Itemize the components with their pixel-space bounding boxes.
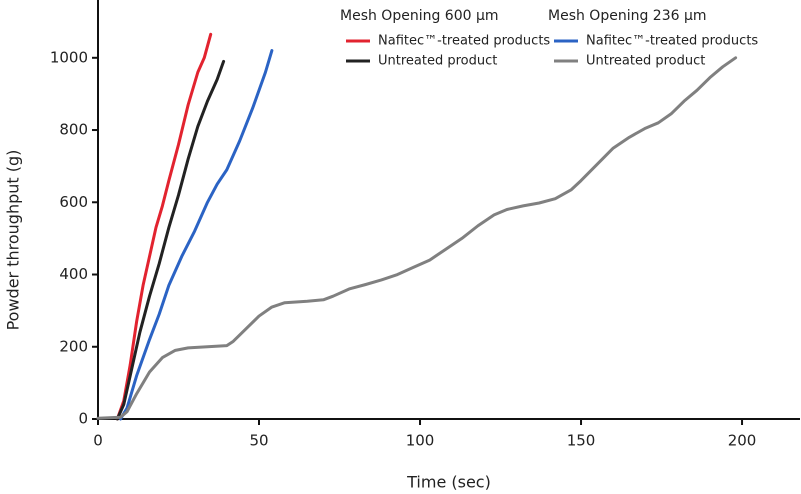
x-axis-title: Time (sec)	[406, 473, 491, 492]
y-tick-label: 600	[59, 193, 88, 211]
y-tick-label: 800	[59, 121, 88, 139]
y-tick-label: 200	[59, 337, 88, 355]
x-tick-label: 200	[728, 432, 757, 450]
y-tick-label: 400	[59, 265, 88, 283]
y-axis-title: Powder throughput (g)	[4, 150, 23, 331]
line-series	[96, 56, 738, 420]
line-series	[119, 49, 274, 421]
line-series	[115, 32, 213, 421]
legend-title: Mesh Opening 236 µm	[548, 8, 707, 24]
legend-label: Untreated product	[378, 54, 497, 69]
y-tick-label: 0	[78, 410, 88, 428]
x-tick-label: 50	[249, 432, 268, 450]
legend-label: Nafitec™-treated products	[378, 34, 550, 49]
line-series	[115, 59, 226, 421]
legend-title: Mesh Opening 600 µm	[340, 8, 499, 24]
x-tick-label: 100	[406, 432, 435, 450]
legend-label: Nafitec™-treated products	[586, 34, 758, 49]
x-tick-label: 150	[567, 432, 596, 450]
x-tick-label: 0	[93, 432, 103, 450]
y-tick-label: 1000	[50, 48, 88, 66]
legend-label: Untreated product	[586, 54, 705, 69]
